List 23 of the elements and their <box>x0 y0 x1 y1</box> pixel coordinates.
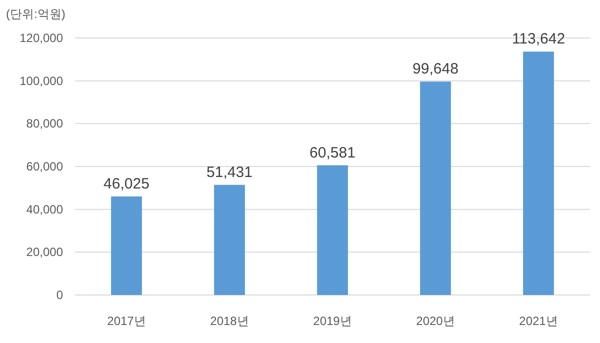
data-label: 51,431 <box>206 164 252 181</box>
data-label: 46,025 <box>104 175 150 192</box>
y-tick-label: 0 <box>56 288 64 302</box>
x-tick-label: 2020년 <box>416 314 455 328</box>
y-tick-label: 100,000 <box>20 74 64 88</box>
y-tick-label: 60,000 <box>26 160 64 174</box>
x-tick-label: 2018년 <box>210 314 249 328</box>
bar <box>523 52 554 295</box>
data-label: 99,648 <box>412 60 458 78</box>
y-tick-label: 40,000 <box>26 202 64 216</box>
y-tick-label: 20,000 <box>26 245 64 260</box>
y-tick-label: 120,000 <box>20 31 64 45</box>
bar <box>111 196 142 295</box>
x-tick-label: 2017년 <box>107 314 146 328</box>
y-tick-label: 80,000 <box>26 116 64 131</box>
bar <box>317 165 348 295</box>
y-axis-title: (단위:억원) <box>6 7 66 21</box>
x-tick-label: 2021년 <box>519 314 558 328</box>
data-label: 113,642 <box>512 30 566 48</box>
bar <box>420 82 451 295</box>
bar <box>214 184 245 295</box>
x-tick-label: 2019년 <box>313 314 352 328</box>
data-label: 60,581 <box>310 144 356 162</box>
